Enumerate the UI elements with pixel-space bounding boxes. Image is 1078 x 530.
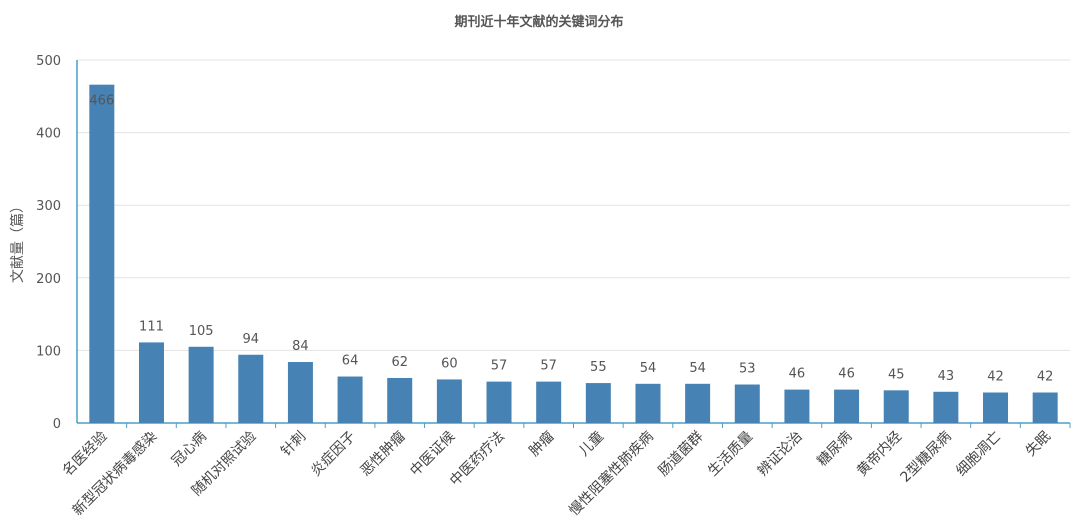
bar-17 <box>933 391 959 423</box>
x-tick-label-13: 生活质量 <box>705 429 756 480</box>
data-labels: 466 111 105 94 84 64 62 60 57 57 55 54 54 53 46 46 45 43 4… <box>89 94 1053 385</box>
bar-14 <box>784 389 810 423</box>
x-tick-label-15: 糖尿病 <box>814 429 855 470</box>
y-tick-label-5: 500 <box>36 54 61 69</box>
data-label-0: 466 <box>89 94 114 109</box>
data-label-13: 53 <box>739 362 756 377</box>
bar-3 <box>238 354 264 423</box>
y-tick-label-3: 300 <box>36 199 61 214</box>
bar-16 <box>883 390 909 423</box>
bar-12 <box>685 383 711 423</box>
x-tick-label-11: 慢性阻塞性肺疾病 <box>566 428 657 519</box>
y-tick-label-2: 200 <box>36 272 61 287</box>
data-label-16: 45 <box>888 367 905 382</box>
data-label-19: 42 <box>1037 370 1054 385</box>
x-tick-label-14: 辨证论治 <box>755 429 806 480</box>
x-tick-label-4: 针刺 <box>278 429 309 460</box>
axes <box>76 60 1071 428</box>
data-label-17: 43 <box>938 369 955 384</box>
bar-0 <box>89 84 115 424</box>
bar-2 <box>188 346 214 423</box>
bar-19 <box>1032 392 1058 423</box>
y-axis-title: 文献量（篇） <box>10 199 26 283</box>
x-tick-label-7: 中医证候 <box>407 429 458 480</box>
bar-8 <box>486 381 512 423</box>
x-tick-label-5: 炎症因子 <box>308 429 359 480</box>
x-tick-label-12: 肠道菌群 <box>656 429 707 480</box>
x-tick-label-8: 中医药疗法 <box>447 429 508 490</box>
data-label-9: 57 <box>540 359 557 374</box>
data-label-7: 60 <box>441 356 458 371</box>
data-label-4: 84 <box>292 339 309 354</box>
bar-10 <box>585 383 611 423</box>
data-label-15: 46 <box>838 367 855 382</box>
x-tick-label-9: 肿瘤 <box>526 428 558 460</box>
data-label-5: 64 <box>342 354 359 369</box>
bar-11 <box>635 383 661 423</box>
x-tick-label-19: 失眠 <box>1023 429 1054 460</box>
x-tick-label-18: 细胞凋亡 <box>953 429 1004 480</box>
bars <box>89 84 1058 424</box>
x-tick-label-16: 黄帝内经 <box>853 428 905 480</box>
y-tick-label-4: 400 <box>36 127 61 142</box>
x-tick-label-2: 冠心病 <box>169 429 210 470</box>
bar-9 <box>536 381 562 423</box>
bar-4 <box>287 362 313 423</box>
grid-lines <box>77 59 1070 351</box>
bar-1 <box>138 342 164 423</box>
bar-5 <box>337 376 363 423</box>
data-label-1: 111 <box>139 319 164 334</box>
data-label-18: 42 <box>987 370 1004 385</box>
y-tick-label-0: 0 <box>53 417 61 432</box>
data-label-2: 105 <box>189 324 214 339</box>
bar-15 <box>834 389 860 423</box>
data-label-11: 54 <box>640 361 657 376</box>
data-label-10: 55 <box>590 360 607 375</box>
x-tick-label-17: 2型糖尿病 <box>897 429 954 486</box>
x-tick-label-0: 名医经验 <box>60 429 111 480</box>
data-label-14: 46 <box>789 367 806 382</box>
bar-18 <box>983 392 1009 423</box>
chart-title: 期刊近十年文献的关键词分布 <box>454 14 623 30</box>
data-label-3: 94 <box>243 332 260 347</box>
data-label-8: 57 <box>491 359 508 374</box>
y-tick-label-1: 100 <box>36 344 61 359</box>
y-axis-tick-labels: 0 100 200 300 400 500 <box>36 54 61 432</box>
bar-6 <box>387 377 413 423</box>
bar-13 <box>734 384 760 423</box>
x-tick-label-6: 恶性肿瘤 <box>357 428 409 480</box>
x-tick-label-10: 儿童 <box>575 428 607 460</box>
data-label-12: 54 <box>689 361 706 376</box>
data-label-6: 62 <box>391 355 408 370</box>
bar-7 <box>436 379 462 423</box>
x-tick-label-1: 新型冠状病毒感染 <box>69 428 160 519</box>
